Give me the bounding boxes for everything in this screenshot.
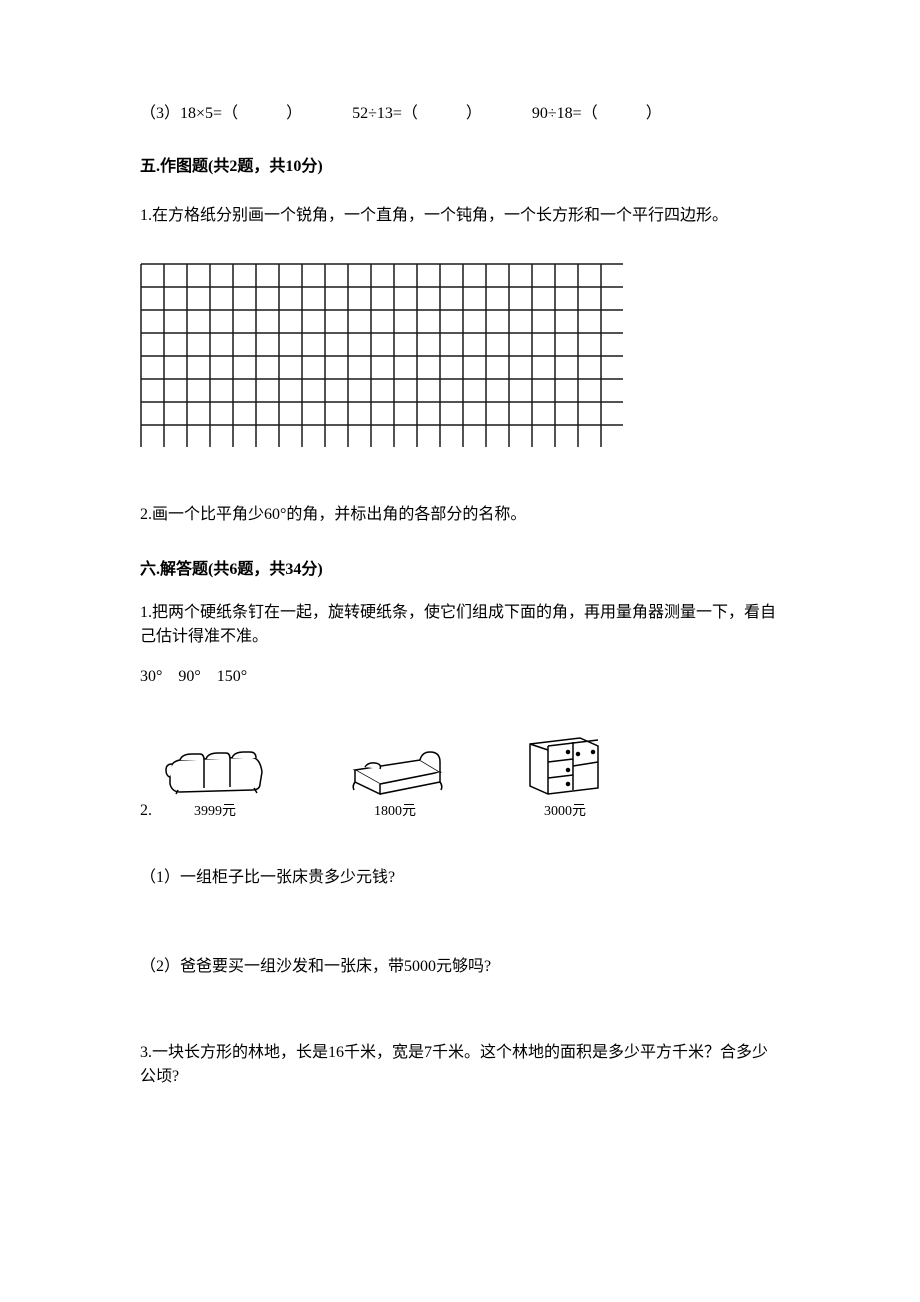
q2-prefix: 2. [140,797,152,826]
eq2: 52÷13=（ ） [352,100,482,129]
sofa-item: 3999元 [160,742,270,824]
grid-svg [140,263,623,447]
bed-item: 1800元 [340,742,450,824]
eq3: 90÷18=（ ） [532,100,662,129]
q2-sub1: （1）一组柜子比一张床贵多少元钱? [140,864,780,893]
equation-3-label: （3）18×5=（ ） [140,100,302,129]
grid-paper [140,263,780,447]
eq1: 18×5=（ ） [180,105,302,122]
section-5-q1: 1.在方格纸分别画一个锐角，一个直角，一个钝角，一个长方形和一个平行四边形。 [140,198,780,233]
section-6-header: 六.解答题(共6题，共34分) [140,556,780,585]
furniture-row: 3999元 1800元 [160,732,610,824]
wardrobe-item: 3000元 [520,732,610,824]
sofa-icon [160,742,270,797]
wardrobe-icon [520,732,610,797]
equation-row: （3）18×5=（ ） 52÷13=（ ） 90÷18=（ ） [140,100,780,129]
sofa-price: 3999元 [194,799,236,824]
wardrobe-price: 3000元 [544,799,586,824]
section-6-q1: 1.把两个硬纸条钉在一起，旋转硬纸条，使它们组成下面的角，再用量角器测量一下，看… [140,601,780,649]
q2-sub2: （2）爸爸要买一组沙发和一张床，带5000元够吗? [140,953,780,982]
angles-list: 30° 90° 150° [140,663,780,692]
eq-prefix: （3） [140,105,180,122]
section-6-q3: 3.一块长方形的林地，长是16千米，宽是7千米。这个林地的面积是多少平方千米？合… [140,1041,780,1089]
section-5-header: 五.作图题(共2题，共10分) [140,153,780,182]
section-6-q2: 2. 3999元 [140,712,780,834]
bed-price: 1800元 [374,799,416,824]
bed-icon [340,742,450,797]
section-5-q2: 2.画一个比平角少60°的角，并标出角的各部分的名称。 [140,497,780,532]
